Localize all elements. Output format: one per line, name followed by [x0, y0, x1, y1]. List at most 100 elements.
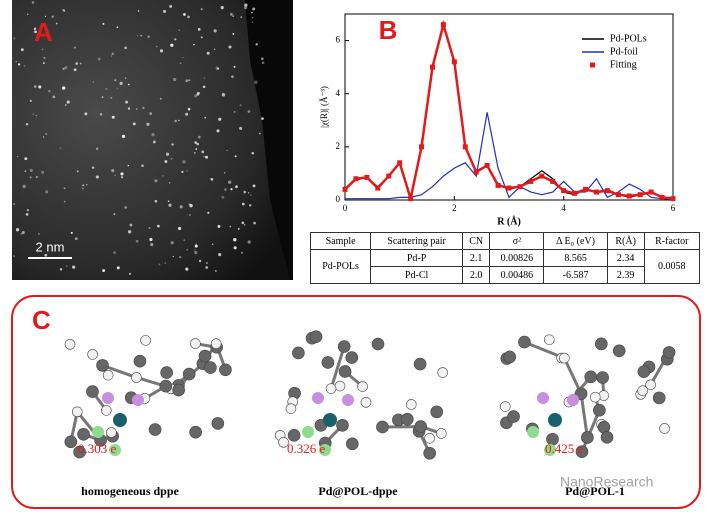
atom-spot — [233, 238, 237, 242]
table-cell: 0.00486 — [489, 266, 545, 284]
table-cell: 2.0 — [462, 266, 491, 284]
atom-spot — [233, 111, 236, 113]
atom-spot — [203, 77, 205, 79]
atom-spot — [218, 253, 222, 257]
fit-point — [342, 186, 348, 192]
atom-spot — [150, 243, 154, 247]
atom-spot — [95, 147, 99, 151]
atom-spot — [167, 200, 170, 202]
p-atom — [132, 394, 144, 406]
atom-spot — [182, 56, 184, 59]
atom-spot — [140, 34, 143, 37]
atom-spot — [116, 266, 120, 270]
atom — [278, 437, 289, 448]
atom-spot — [211, 243, 214, 245]
atom-spot — [13, 255, 15, 258]
atom-spot — [224, 188, 227, 191]
atom-spot — [188, 203, 191, 206]
atom-spot — [178, 119, 180, 122]
atom-spot — [34, 27, 37, 30]
atom-spot — [172, 255, 174, 258]
atom-spot — [169, 4, 173, 8]
atom-spot — [95, 175, 99, 179]
atom-spot — [35, 176, 38, 179]
atom-spot — [178, 29, 180, 31]
atom-spot — [181, 170, 184, 173]
table-cell: Sample — [309, 232, 372, 250]
atom — [148, 423, 162, 436]
atom-spot — [42, 136, 45, 138]
atom-spot — [244, 6, 248, 10]
atom-spot — [155, 45, 158, 48]
atom-spot — [63, 10, 66, 12]
atom-spot — [37, 233, 40, 235]
y-tick-label: 4 — [336, 88, 341, 98]
atom — [172, 383, 185, 397]
y-tick-label: 6 — [336, 35, 341, 45]
table-cell: 0.00826 — [489, 249, 545, 267]
atom — [346, 437, 359, 451]
atom-spot — [29, 176, 32, 179]
atom-spot — [29, 99, 32, 103]
table-cell: CN — [462, 232, 491, 250]
atom-spot — [154, 179, 158, 183]
atom — [662, 346, 676, 359]
atom-spot — [21, 231, 25, 235]
fit-point — [451, 59, 457, 65]
atom-spot — [194, 251, 198, 255]
scale-label: 2 nm — [36, 239, 65, 254]
atom-spot — [164, 262, 167, 264]
atom-spot — [239, 126, 243, 130]
atom-spot — [76, 170, 79, 173]
atom-spot — [194, 141, 197, 144]
atom-spot — [221, 93, 226, 97]
atom-spot — [135, 108, 138, 110]
table-cell: σ² — [489, 232, 545, 250]
atom-spot — [174, 38, 177, 41]
atom — [559, 352, 570, 364]
atom — [574, 387, 588, 401]
atom-spot — [110, 96, 113, 99]
atom-spot — [45, 132, 48, 136]
atom-spot — [182, 160, 186, 164]
fit-point — [670, 196, 676, 202]
atom-spot — [116, 88, 118, 90]
atom-spot — [189, 204, 193, 208]
atom-spot — [62, 67, 65, 70]
fit-point — [528, 178, 534, 184]
atom-spot — [254, 80, 258, 84]
atom-spot — [151, 132, 155, 137]
atom-spot — [34, 30, 38, 34]
atom-spot — [51, 15, 54, 18]
atom-spot — [253, 221, 256, 225]
atom — [64, 435, 78, 449]
atom — [437, 367, 448, 378]
charge-label: 0.425 e — [545, 441, 584, 456]
atom-spot — [170, 43, 174, 47]
atom-spot — [232, 15, 235, 18]
atom-spot — [203, 156, 205, 158]
atom-spot — [197, 91, 200, 95]
atom-spot — [202, 85, 206, 89]
molecule-caption: Pd@POL-dppe — [318, 484, 398, 498]
atom-spot — [233, 246, 237, 250]
atom-spot — [124, 77, 127, 79]
atom-spot — [99, 113, 103, 116]
atom-spot — [241, 221, 245, 225]
atom-spot — [247, 110, 251, 113]
atom-spot — [48, 90, 51, 93]
bond — [329, 346, 346, 390]
table-row: Pd-Cl 2.0 0.00486 -6.587 2.39 — [311, 266, 700, 284]
atom-spot — [73, 68, 77, 72]
atom — [86, 385, 99, 398]
legend-label: Pd-POLs — [610, 33, 647, 44]
atom-spot — [82, 184, 84, 187]
atom — [336, 418, 349, 432]
atom — [292, 346, 305, 360]
atom-spot — [46, 33, 49, 36]
atom-spot — [110, 55, 113, 57]
atom — [652, 391, 666, 405]
atom-spot — [43, 25, 46, 28]
atom-spot — [194, 94, 198, 98]
atom-spot — [20, 233, 22, 235]
